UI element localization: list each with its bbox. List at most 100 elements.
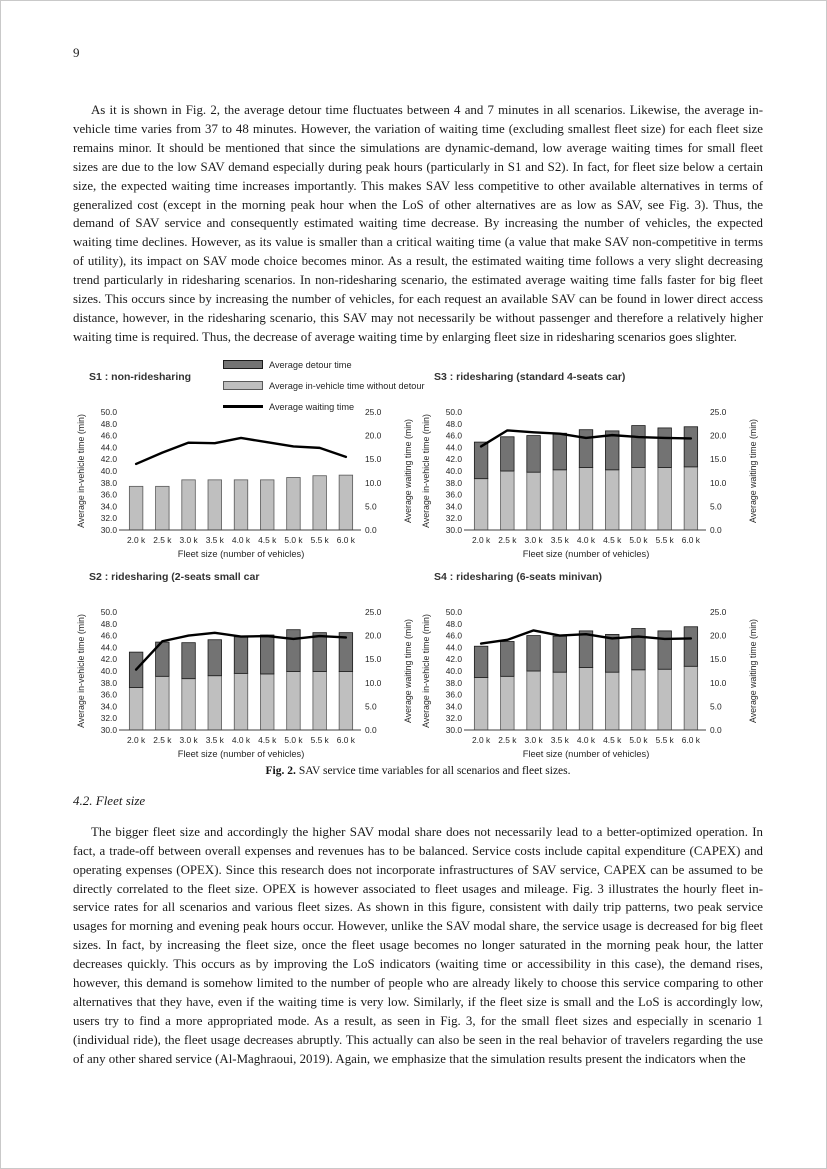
svg-text:34.0: 34.0 xyxy=(446,701,463,711)
figure-caption-text: SAV service time variables for all scena… xyxy=(298,764,571,777)
bar-detour xyxy=(605,633,620,673)
bar-in-vehicle xyxy=(526,471,541,531)
svg-text:40.0: 40.0 xyxy=(446,466,463,476)
bars xyxy=(473,424,699,531)
svg-text:2.0 k: 2.0 k xyxy=(127,535,146,545)
svg-text:5.5 k: 5.5 k xyxy=(311,735,330,745)
chart-canvas: 30.0 32.0 34.0 36.038.0 40.0 42.0 44.0 46.048.0… xyxy=(421,607,758,759)
bar-in-vehicle xyxy=(473,676,489,731)
chart-canvas: 30.0 32.0 34.0 36.038.0 40.0 42.0 44.0 46.048.0… xyxy=(76,607,413,759)
svg-text:50.0: 50.0 xyxy=(446,407,463,417)
svg-text:3.5 k: 3.5 k xyxy=(206,735,225,745)
svg-text:4.5 k: 4.5 k xyxy=(258,535,277,545)
bar-in-vehicle xyxy=(260,479,275,531)
svg-text:32.0: 32.0 xyxy=(446,713,463,723)
svg-text:0.0: 0.0 xyxy=(710,725,722,735)
svg-text:46.0: 46.0 xyxy=(446,630,463,640)
bar-in-vehicle xyxy=(657,668,672,731)
y-axis-label-left: Average in-vehicle time (min) xyxy=(76,614,86,728)
svg-text:44.0: 44.0 xyxy=(101,442,118,452)
svg-text:30.0: 30.0 xyxy=(446,725,463,735)
bar-in-vehicle xyxy=(181,479,196,531)
bar-in-vehicle xyxy=(260,673,275,731)
x-axis-label: Fleet size (number of vehicles) xyxy=(178,549,305,559)
svg-text:32.0: 32.0 xyxy=(101,513,118,523)
chart-legend: Average detour time Average in-vehicle t… xyxy=(223,359,425,422)
bar-detour xyxy=(578,630,594,668)
x-axis-label: Fleet size (number of vehicles) xyxy=(178,749,305,759)
svg-text:48.0: 48.0 xyxy=(101,419,118,429)
bar-in-vehicle xyxy=(683,665,699,731)
bar-detour xyxy=(260,634,275,675)
bar-detour xyxy=(683,626,699,667)
svg-text:0.0: 0.0 xyxy=(710,525,722,535)
svg-text:36.0: 36.0 xyxy=(446,489,463,499)
bar-in-vehicle xyxy=(128,686,144,731)
bar-in-vehicle xyxy=(233,672,249,731)
svg-text:34.0: 34.0 xyxy=(101,701,118,711)
waiting-time-line xyxy=(479,628,693,645)
svg-text:32.0: 32.0 xyxy=(446,513,463,523)
chart-canvas: 30.0 32.0 34.0 36.038.0 40.0 42.0 44.0 46.048.0… xyxy=(76,407,413,559)
bar-in-vehicle xyxy=(312,475,327,531)
svg-text:4.0 k: 4.0 k xyxy=(577,735,596,745)
svg-text:30.0: 30.0 xyxy=(446,525,463,535)
bar-in-vehicle xyxy=(207,479,222,531)
svg-text:6.0 k: 6.0 k xyxy=(337,735,356,745)
waiting-time-line xyxy=(479,428,693,448)
legend-item-waiting: Average waiting time xyxy=(223,401,425,413)
legend-label: Average waiting time xyxy=(269,401,355,412)
svg-text:3.5 k: 3.5 k xyxy=(206,535,225,545)
chart-title: S2 : ridesharing (2-seats small car xyxy=(89,570,260,583)
bar-in-vehicle xyxy=(286,670,301,731)
chart-s1: S1 : non-ridesharing 30.0 32.0 34.0 36.0 38.… xyxy=(73,359,418,559)
y-axis-right: 0.0 5.0 10.0 15.0 20.0 25.0 xyxy=(365,407,382,535)
svg-text:34.0: 34.0 xyxy=(101,501,118,511)
svg-text:4.5 k: 4.5 k xyxy=(603,535,622,545)
bar-detour xyxy=(312,632,327,672)
bar-detour xyxy=(338,632,354,672)
svg-text:25.0: 25.0 xyxy=(710,607,727,617)
svg-text:0.0: 0.0 xyxy=(365,525,377,535)
svg-text:6.0 k: 6.0 k xyxy=(337,535,356,545)
svg-text:34.0: 34.0 xyxy=(446,501,463,511)
bar-detour xyxy=(578,429,594,468)
invehicle-bar-swatch-icon xyxy=(223,381,263,391)
svg-text:15.0: 15.0 xyxy=(365,454,382,464)
svg-text:30.0: 30.0 xyxy=(101,525,118,535)
svg-text:15.0: 15.0 xyxy=(710,454,727,464)
svg-text:2.0 k: 2.0 k xyxy=(127,735,146,745)
svg-text:4.0 k: 4.0 k xyxy=(232,535,251,545)
svg-text:2.5 k: 2.5 k xyxy=(498,535,517,545)
bar-detour xyxy=(286,629,301,672)
x-axis-ticks: 2.0 k 2.5 k 3.0 k 3.5 k 4.0 k 4.5 k 5.0 k 5.5 k… xyxy=(127,735,356,745)
y-axis-right: 0.0 5.0 10.0 15.0 20.0 25.0 xyxy=(710,607,727,735)
legend-label: Average detour time xyxy=(269,359,352,370)
svg-text:46.0: 46.0 xyxy=(101,430,118,440)
bar-detour xyxy=(526,634,541,672)
svg-text:20.0: 20.0 xyxy=(365,430,382,440)
svg-text:50.0: 50.0 xyxy=(446,607,463,617)
chart-title: S4 : ridesharing (6-seats minivan) xyxy=(434,570,603,583)
svg-text:38.0: 38.0 xyxy=(101,478,118,488)
svg-text:5.0 k: 5.0 k xyxy=(629,735,648,745)
svg-text:5.5 k: 5.5 k xyxy=(656,735,675,745)
bar-detour xyxy=(631,627,646,671)
svg-text:3.5 k: 3.5 k xyxy=(551,535,570,545)
bar-in-vehicle xyxy=(181,678,196,731)
bar-in-vehicle xyxy=(338,670,354,731)
svg-text:25.0: 25.0 xyxy=(365,407,382,417)
legend-item-detour: Average detour time xyxy=(223,359,425,371)
svg-text:6.0 k: 6.0 k xyxy=(682,735,701,745)
bar-in-vehicle xyxy=(338,474,354,531)
y-axis-label-right: Average waiting time (min) xyxy=(403,419,413,523)
svg-text:48.0: 48.0 xyxy=(446,419,463,429)
bar-in-vehicle xyxy=(605,469,620,531)
bar-in-vehicle xyxy=(128,485,144,531)
bar-detour xyxy=(657,427,672,468)
bar-in-vehicle xyxy=(526,670,541,731)
bar-detour xyxy=(181,642,196,679)
bars xyxy=(128,629,354,731)
svg-text:0.0: 0.0 xyxy=(365,725,377,735)
